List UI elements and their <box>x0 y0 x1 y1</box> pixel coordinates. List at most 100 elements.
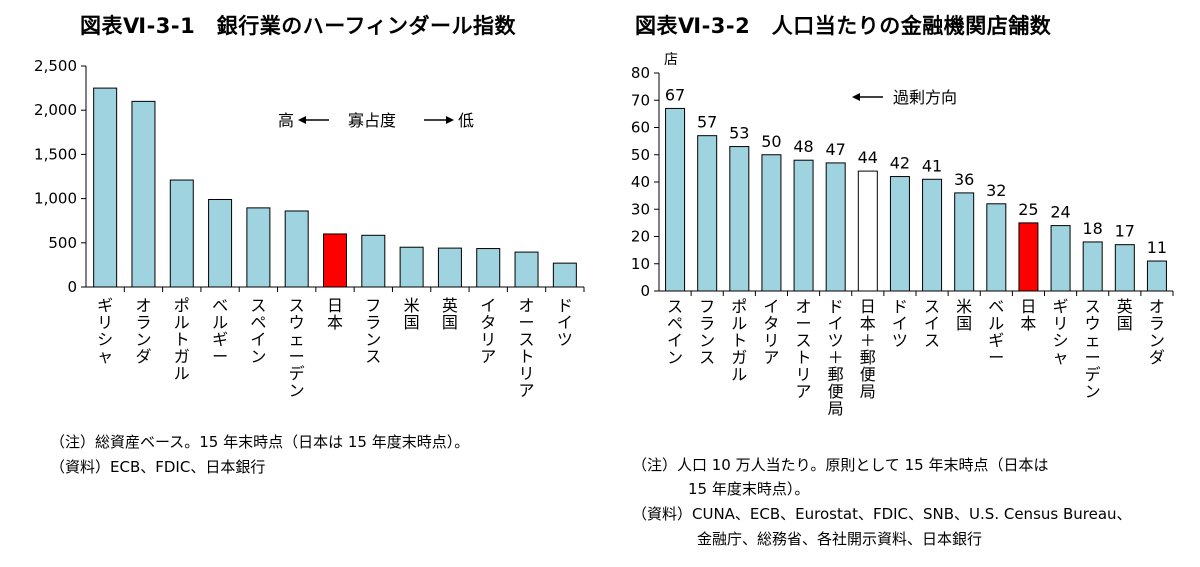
bar <box>284 210 309 288</box>
x-tick-label: 英国 <box>1117 297 1133 333</box>
x-tick-label: スウェーデン <box>1085 297 1101 401</box>
bar <box>793 159 814 292</box>
bar <box>857 170 878 292</box>
x-tick-label: 日本 <box>1020 297 1036 333</box>
x-tick-label: ギリシャ <box>97 296 113 366</box>
source-right-2: 金融庁、総務省、各社開示資料、日本銀行 <box>697 530 983 548</box>
bar <box>954 192 975 292</box>
x-tick-label: ドイツ <box>892 297 908 350</box>
excess-arrow-head <box>852 93 860 101</box>
x-tick-label: オーストリア <box>519 296 535 400</box>
y-tick-label: 0 <box>67 278 77 296</box>
x-tick-label: 米国 <box>404 296 420 332</box>
y-tick-label: 0 <box>640 282 650 300</box>
x-tick-label: オランダ <box>135 296 151 366</box>
bar <box>1082 241 1103 292</box>
y-tick-label: 50 <box>631 146 650 164</box>
x-tick-label: ベルギー <box>988 297 1004 367</box>
hhi-chart: 0 500 1,000 1,500 2,000 2,500 ギリシャ オランダ ポルトガル ベルギ… <box>34 57 585 400</box>
bar <box>246 207 271 288</box>
chart-title-right: 図表Ⅵ-3-2 人口当たりの金融機関店舗数 <box>635 14 1052 38</box>
bar <box>208 198 233 288</box>
data-label: 48 <box>793 137 813 156</box>
bar <box>1114 244 1135 292</box>
y-tick-label: 500 <box>48 234 77 252</box>
x-tick-label: ギリシャ <box>1053 297 1069 367</box>
bar <box>761 154 782 292</box>
bar <box>323 233 347 288</box>
y-tick-label: 60 <box>631 119 650 137</box>
bar <box>697 135 718 292</box>
x-tick-label: イタリア <box>480 296 496 366</box>
data-label: 24 <box>1050 203 1070 222</box>
note-right-1: （注）人口 10 万人当たり。原則として 15 年末時点（日本は <box>632 456 1049 474</box>
note-left: （注）総資産ベース。15 年末時点（日本は 15 年度末時点）。 <box>50 433 470 451</box>
bar <box>889 176 910 292</box>
x-tick-label: フランス <box>699 297 715 367</box>
bar <box>922 178 943 292</box>
y-axis-unit: 店 <box>664 52 678 68</box>
bar <box>437 247 462 288</box>
data-label: 18 <box>1083 219 1103 238</box>
y-tick-label: 2,000 <box>34 101 77 119</box>
data-label: 44 <box>858 148 878 167</box>
bar <box>986 203 1007 292</box>
y-tick-label: 2,500 <box>34 57 77 75</box>
y-tick-label: 30 <box>631 200 650 218</box>
bar <box>1018 222 1039 292</box>
bar <box>1146 260 1167 292</box>
bar <box>729 146 750 292</box>
data-label: 25 <box>1018 200 1038 219</box>
source-left: （資料）ECB、FDIC、日本銀行 <box>50 458 266 476</box>
annotation-excess: 過剰方向 <box>893 88 957 107</box>
data-label: 36 <box>954 170 974 189</box>
data-label: 50 <box>761 132 781 151</box>
x-tick-label: 日本＋郵便局 <box>860 297 876 401</box>
x-tick-label: ベルギー <box>212 296 228 366</box>
arrow-left-head <box>298 116 306 124</box>
x-tick-label: ドイツ <box>557 296 573 349</box>
x-tick-label: ポルトガル <box>174 296 190 383</box>
x-tick-label: スペイン <box>667 297 683 367</box>
bar <box>1050 225 1071 292</box>
y-tick-label: 20 <box>631 228 650 246</box>
data-label: 67 <box>665 85 685 104</box>
bar <box>825 162 846 292</box>
annotation-concentration: 寡占度 <box>348 111 396 130</box>
bar <box>476 248 501 288</box>
source-right-1: （資料）CUNA、ECB、Eurostat、FDIC、SNB、U.S. Cens… <box>632 505 1132 523</box>
data-label: 41 <box>922 156 942 175</box>
x-tick-label: 日本 <box>327 296 343 332</box>
x-tick-label: ドイツ＋郵便局 <box>828 297 844 418</box>
y-tick-label: 1,000 <box>34 190 77 208</box>
chart-title-left: 図表Ⅵ-3-1 銀行業のハーフィンダール指数 <box>80 14 517 38</box>
x-tick-label: オランダ <box>1149 297 1165 367</box>
bar <box>131 100 156 288</box>
data-label: 53 <box>729 124 749 143</box>
y-tick-label: 1,500 <box>34 145 77 163</box>
bar <box>93 87 118 288</box>
x-tick-label: 米国 <box>956 297 972 333</box>
x-tick-label: スウェーデン <box>289 296 305 400</box>
bar <box>514 251 539 288</box>
note-right-2: 15 年度末時点）。 <box>688 480 810 498</box>
data-label: 42 <box>890 154 910 173</box>
bar <box>665 107 686 292</box>
y-tick-label: 70 <box>631 91 650 109</box>
y-tick-label: 40 <box>631 173 650 191</box>
x-tick-label: ポルトガル <box>731 297 747 384</box>
bar <box>169 179 194 288</box>
arrow-right-head <box>446 116 454 124</box>
bar <box>399 246 424 288</box>
y-tick-label: 10 <box>631 255 650 273</box>
x-tick-label: スペイン <box>250 296 266 366</box>
y-tick-label: 80 <box>631 64 650 82</box>
data-label: 32 <box>986 181 1006 200</box>
data-label: 57 <box>697 113 717 132</box>
data-label: 17 <box>1115 222 1135 241</box>
x-tick-label: スイス <box>924 297 940 350</box>
data-label: 47 <box>826 140 846 159</box>
annotation-high: 高 <box>278 111 294 130</box>
x-tick-label: フランス <box>365 296 381 366</box>
